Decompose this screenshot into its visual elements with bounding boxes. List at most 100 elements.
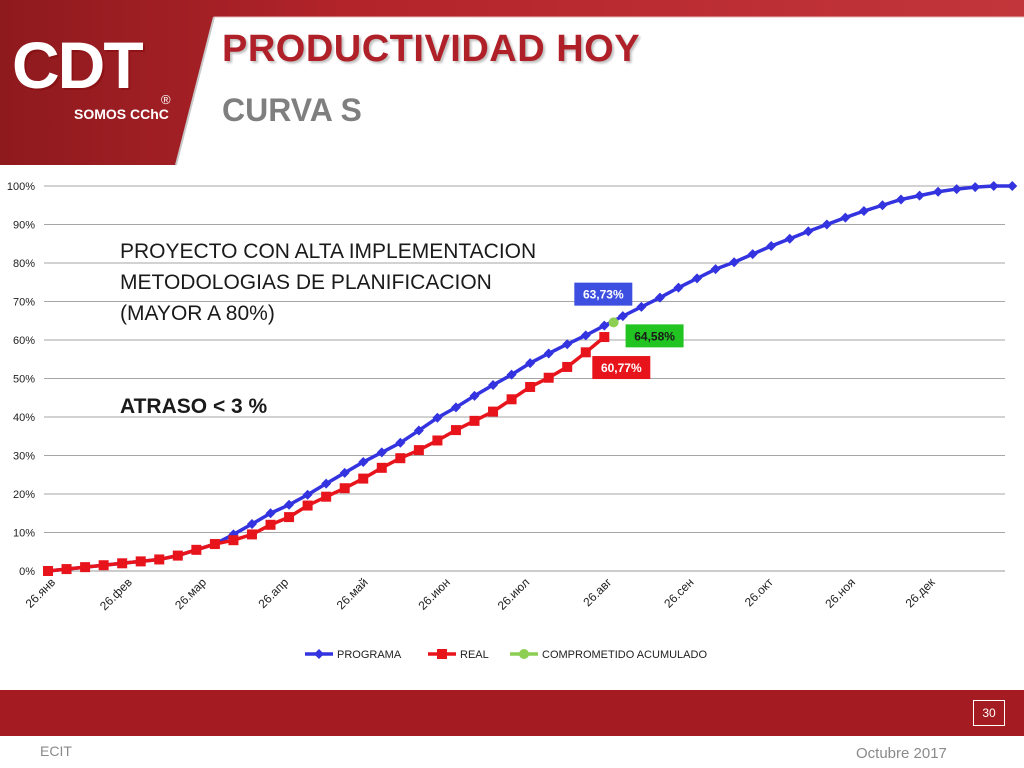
legend-item: PROGRAMA — [305, 649, 402, 661]
data-point — [506, 369, 517, 380]
footer-band — [0, 690, 1024, 736]
data-point — [80, 562, 91, 573]
x-tick-label: 26.сен — [661, 575, 696, 610]
data-point — [896, 194, 907, 205]
y-tick-label: 70% — [13, 297, 35, 309]
data-point — [488, 406, 499, 417]
data-point — [543, 348, 554, 359]
data-point — [321, 478, 332, 489]
data-point — [599, 332, 610, 343]
data-point — [246, 529, 257, 540]
data-label-text: 64,58% — [634, 329, 675, 343]
header-band — [0, 0, 1024, 165]
data-point — [469, 415, 480, 426]
delay-note: ATRASO < 3 % — [120, 395, 268, 418]
y-axis-ticks: 0% 10% 20% 30% 40% 50% 60% 70% 80% 90% 100% — [7, 181, 35, 578]
x-tick-label: 26.дек — [903, 575, 939, 611]
data-point — [951, 184, 962, 195]
chart-annotations: 63,73% 64,58% 60,77% — [574, 282, 684, 380]
data-point — [914, 190, 925, 201]
data-point — [284, 512, 295, 523]
x-tick-label: 26.май — [334, 575, 371, 612]
data-point — [98, 560, 109, 571]
data-point — [617, 311, 628, 322]
logo-subtitle: SOMOS CChC — [74, 106, 169, 122]
data-point — [358, 457, 369, 468]
data-point — [729, 257, 740, 268]
data-point — [209, 539, 220, 550]
series-comprometido-acumulado — [608, 317, 619, 328]
legend-label: PROGRAMA — [337, 649, 402, 661]
x-tick-label: 26.окт — [742, 575, 776, 609]
y-tick-label: 20% — [13, 489, 35, 501]
s-curve-chart: 0% 10% 20% 30% 40% 50% 60% 70% 80% 90% 100% 26.янв… — [7, 181, 1018, 661]
series-line — [47, 335, 606, 573]
data-point — [766, 241, 777, 252]
x-tick-label: 26.июл — [495, 575, 533, 613]
data-point — [710, 264, 721, 275]
data-label: 63,73% — [574, 282, 633, 306]
data-point — [988, 181, 999, 191]
data-label: 64,58% — [625, 324, 684, 348]
legend-swatch-marker — [314, 649, 324, 659]
data-point — [135, 556, 146, 567]
data-point — [803, 226, 814, 237]
note-line-3: (MAYOR A 80%) — [120, 302, 275, 325]
data-point — [284, 499, 295, 510]
chart-series — [43, 181, 1018, 576]
data-point — [525, 381, 536, 392]
y-tick-label: 40% — [13, 412, 35, 424]
footer-left-text: ECIT — [40, 743, 72, 759]
data-point — [933, 186, 944, 197]
y-tick-label: 90% — [13, 220, 35, 232]
x-tick-label: 26.янв — [23, 575, 58, 610]
data-point — [562, 361, 573, 372]
chart-gridlines — [44, 185, 1005, 572]
data-point — [821, 219, 832, 230]
data-point — [321, 491, 332, 502]
data-point — [191, 544, 202, 555]
data-point — [395, 453, 406, 464]
data-point — [265, 519, 276, 530]
data-label: 60,77% — [592, 356, 651, 380]
page-number: 30 — [973, 700, 1005, 726]
legend-item: COMPROMETIDO ACUMULADO — [510, 649, 707, 661]
data-point — [246, 519, 257, 530]
data-label-box — [574, 282, 633, 306]
legend-swatch-marker — [519, 649, 529, 659]
data-point — [413, 445, 424, 456]
y-tick-label: 50% — [13, 374, 35, 386]
note-line-2: METODOLOGIAS DE PLANIFICACION — [120, 271, 492, 294]
data-point — [302, 500, 313, 511]
data-point — [265, 508, 276, 519]
y-tick-label: 10% — [13, 528, 35, 540]
data-point — [488, 380, 499, 391]
data-point — [469, 390, 480, 401]
data-label-text: 60,77% — [601, 361, 642, 375]
data-point — [450, 425, 461, 436]
logo: CDT ® SOMOS CChC — [12, 30, 182, 125]
y-tick-label: 60% — [13, 335, 35, 347]
y-tick-label: 80% — [13, 258, 35, 270]
data-point — [636, 301, 647, 312]
data-point — [599, 320, 610, 331]
y-tick-label: 0% — [19, 566, 35, 578]
legend-item: REAL — [428, 649, 489, 661]
page-title: PRODUCTIVIDAD HOY — [222, 28, 641, 70]
data-point — [580, 347, 591, 358]
data-point — [376, 447, 387, 458]
data-point — [358, 473, 369, 484]
data-point — [154, 554, 165, 565]
data-point — [395, 437, 406, 448]
data-point — [432, 412, 443, 423]
data-point — [525, 358, 536, 369]
data-point — [413, 425, 424, 436]
data-point — [1007, 181, 1018, 191]
data-point — [608, 317, 619, 328]
x-tick-label: 26.апр — [255, 575, 291, 611]
data-point — [580, 330, 591, 341]
data-point — [339, 467, 350, 478]
data-point — [43, 566, 53, 576]
data-point — [302, 489, 313, 500]
x-axis-ticks: 26.янв 26.фев 26.мар 26.апр 26.май 26.июн 26.и… — [23, 575, 939, 613]
